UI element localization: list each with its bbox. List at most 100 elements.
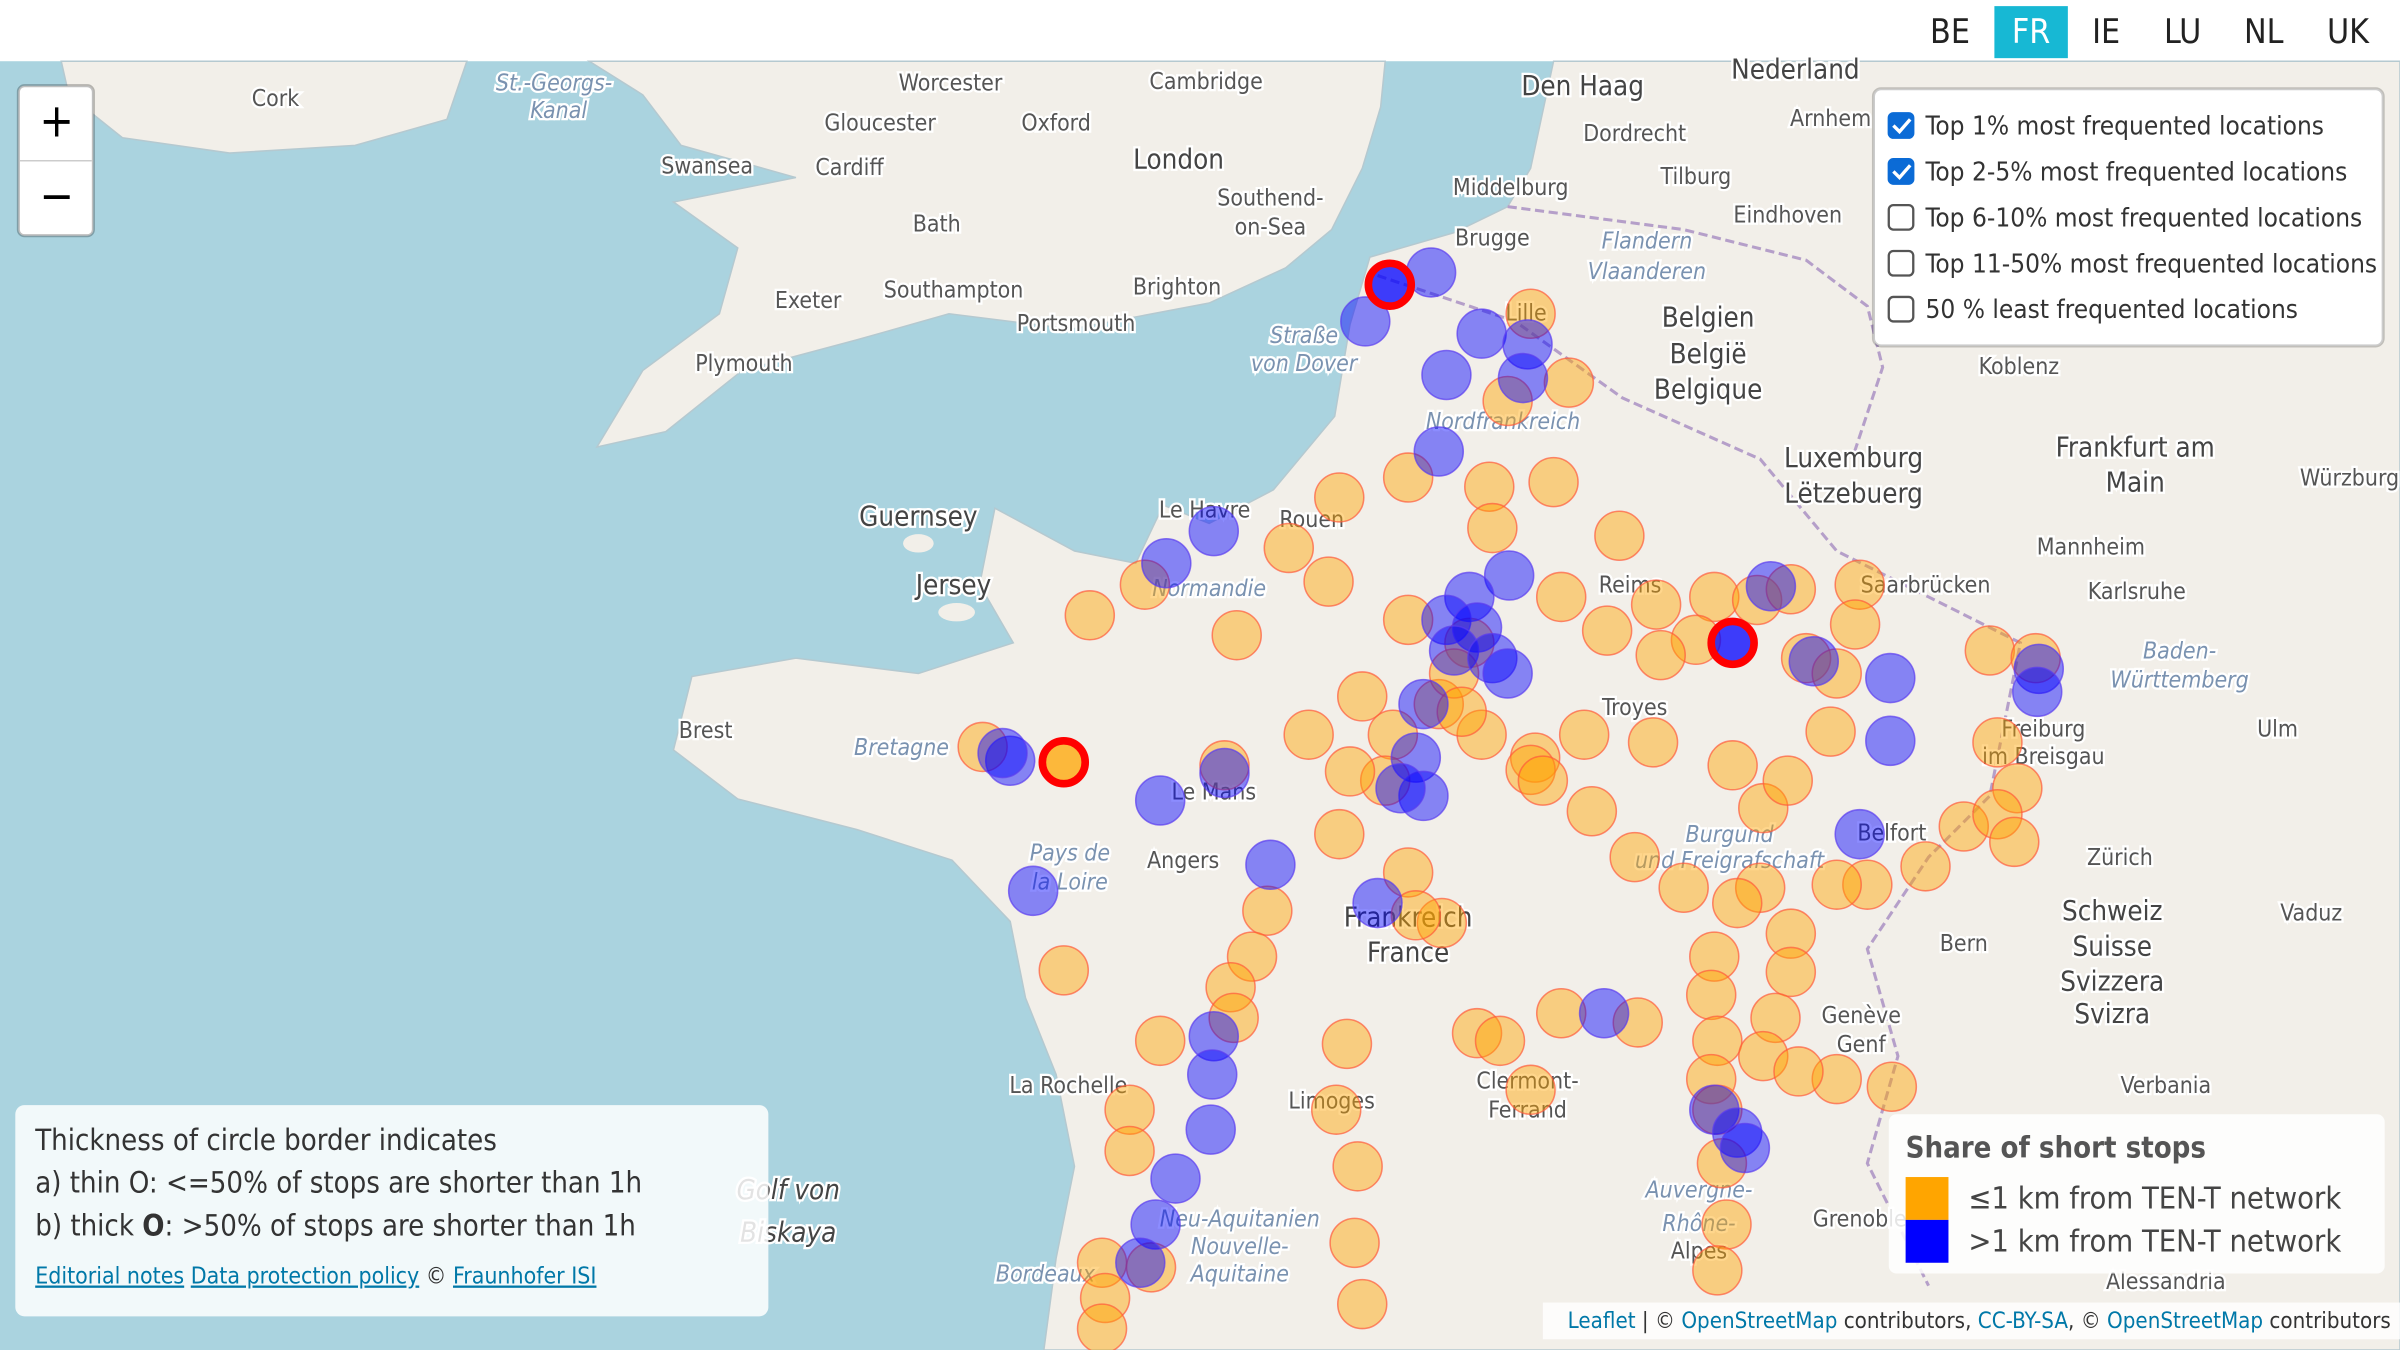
location-circle[interactable] xyxy=(1811,648,1862,699)
location-circle[interactable] xyxy=(1119,559,1171,610)
location-circle[interactable] xyxy=(1745,560,1797,612)
location-circle[interactable] xyxy=(1594,510,1645,561)
location-circle[interactable] xyxy=(1707,617,1758,669)
checkbox[interactable] xyxy=(1887,295,1915,323)
location-circle[interactable] xyxy=(1038,736,1090,788)
location-circle[interactable] xyxy=(1134,775,1186,826)
location-circle[interactable] xyxy=(1186,1049,1238,1100)
location-circle[interactable] xyxy=(1829,599,1881,650)
location-circle[interactable] xyxy=(1324,746,1376,797)
location-circle[interactable] xyxy=(1762,755,1814,806)
country-tab[interactable]: LU xyxy=(2164,12,2201,51)
location-circle[interactable] xyxy=(1104,1084,1155,1135)
location-circle[interactable] xyxy=(1517,755,1569,806)
location-circle[interactable] xyxy=(1558,709,1610,760)
location-circle[interactable] xyxy=(1226,931,1278,982)
location-circle[interactable] xyxy=(1738,1030,1789,1082)
location-circle[interactable] xyxy=(1321,1018,1373,1070)
layer-label[interactable]: Top 1% most frequented locations xyxy=(1925,112,2325,142)
location-circle[interactable] xyxy=(1505,1064,1556,1116)
attribution-link[interactable]: Leaflet xyxy=(1568,1307,1636,1333)
checkbox[interactable] xyxy=(1887,158,1915,185)
location-circle[interactable] xyxy=(1444,571,1495,623)
location-circle[interactable] xyxy=(1483,550,1535,601)
location-circle[interactable] xyxy=(1689,571,1740,623)
attribution-link[interactable]: OpenStreetMap xyxy=(2107,1307,2263,1333)
location-circle[interactable] xyxy=(1352,877,1403,929)
location-circle[interactable] xyxy=(1188,505,1240,557)
location-circle[interactable] xyxy=(1398,678,1449,730)
location-circle[interactable] xyxy=(1199,740,1250,791)
location-circle[interactable] xyxy=(1865,715,1916,767)
location-circle[interactable] xyxy=(1336,671,1388,722)
location-circle[interactable] xyxy=(1609,831,1660,883)
location-circle[interactable] xyxy=(1750,992,1801,1044)
location-circle[interactable] xyxy=(1689,931,1740,982)
location-circle[interactable] xyxy=(1208,992,1259,1044)
location-circle[interactable] xyxy=(1635,629,1686,681)
location-circle[interactable] xyxy=(1329,1217,1380,1269)
location-circle[interactable] xyxy=(1141,538,1192,589)
location-circle[interactable] xyxy=(1685,969,1737,1021)
location-circle[interactable] xyxy=(984,735,1036,786)
attribution-link[interactable]: OpenStreetMap xyxy=(1681,1307,1837,1333)
location-circle[interactable] xyxy=(1150,1153,1201,1204)
location-circle[interactable] xyxy=(1535,571,1587,623)
location-circle[interactable] xyxy=(1630,579,1682,630)
location-circle[interactable] xyxy=(1456,308,1507,359)
location-circle[interactable] xyxy=(1773,1046,1824,1097)
location-circle[interactable] xyxy=(1332,1141,1383,1192)
location-circle[interactable] xyxy=(1972,789,2023,840)
location-circle[interactable] xyxy=(1382,847,1434,898)
location-circle[interactable] xyxy=(1375,763,1426,814)
location-circle[interactable] xyxy=(1701,1199,1752,1250)
layer-label[interactable]: Top 11-50% most frequented locations xyxy=(1925,249,2378,279)
location-circle[interactable] xyxy=(1464,461,1515,512)
location-circle[interactable] xyxy=(1467,502,1518,554)
location-circle[interactable] xyxy=(1451,602,1503,653)
location-circle[interactable] xyxy=(1692,1015,1743,1067)
location-circle[interactable] xyxy=(1038,945,1090,996)
location-circle[interactable] xyxy=(1115,1237,1166,1289)
location-circle[interactable] xyxy=(1064,590,1116,641)
link[interactable]: Fraunhofer ISI xyxy=(453,1263,596,1289)
location-circle[interactable] xyxy=(1076,1303,1128,1350)
location-circle[interactable] xyxy=(1765,946,1817,998)
location-circle[interactable] xyxy=(1364,259,1416,310)
zoom-button[interactable]: + xyxy=(39,93,74,147)
location-circle[interactable] xyxy=(1340,296,1391,347)
location-circle[interactable] xyxy=(1834,808,1885,860)
location-circle[interactable] xyxy=(1382,594,1434,646)
location-circle[interactable] xyxy=(1421,594,1472,646)
location-circle[interactable] xyxy=(1134,1015,1186,1067)
location-circle[interactable] xyxy=(1310,1084,1362,1135)
location-circle[interactable] xyxy=(1535,988,1587,1039)
location-circle[interactable] xyxy=(1834,559,1885,610)
country-tab[interactable]: IE xyxy=(2092,12,2120,51)
location-circle[interactable] xyxy=(1528,456,1579,508)
location-circle[interactable] xyxy=(1336,1278,1388,1330)
location-circle[interactable] xyxy=(1865,652,1916,704)
location-circle[interactable] xyxy=(1482,648,1533,699)
checkbox[interactable] xyxy=(1887,203,1915,231)
location-circle[interactable] xyxy=(1765,564,1817,615)
location-circle[interactable] xyxy=(1811,1053,1862,1105)
layer-label[interactable]: Top 6-10% most frequented locations xyxy=(1925,203,2363,233)
location-circle[interactable] xyxy=(1474,1015,1526,1067)
location-circle[interactable] xyxy=(1390,732,1442,783)
location-circle[interactable] xyxy=(1497,352,1549,404)
location-circle[interactable] xyxy=(1413,426,1465,477)
location-circle[interactable] xyxy=(1543,357,1595,408)
location-circle[interactable] xyxy=(1938,801,1990,852)
location-circle[interactable] xyxy=(1502,319,1553,370)
location-circle[interactable] xyxy=(1211,609,1262,661)
location-circle[interactable] xyxy=(1805,706,1856,757)
location-circle[interactable] xyxy=(2013,643,2065,695)
location-circle[interactable] xyxy=(1007,865,1059,917)
location-circle[interactable] xyxy=(1130,1199,1181,1250)
location-circle[interactable] xyxy=(1263,522,1315,574)
location-circle[interactable] xyxy=(1731,574,1783,626)
location-circle[interactable] xyxy=(1188,1010,1240,1062)
location-circle[interactable] xyxy=(1428,648,1480,699)
location-circle[interactable] xyxy=(1382,452,1434,503)
